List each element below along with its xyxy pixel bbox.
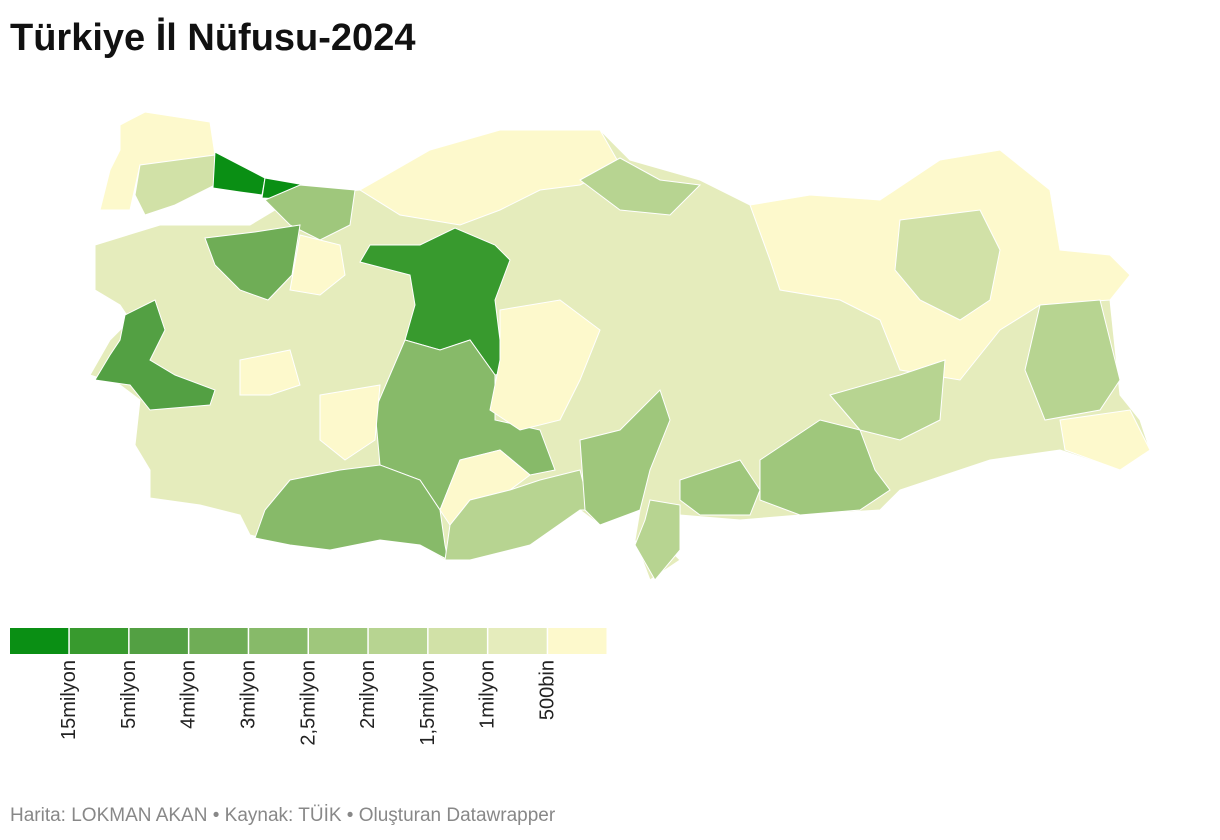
region (1024, 299, 1121, 421)
legend-swatch (548, 628, 607, 654)
legend-swatch (309, 628, 368, 654)
region (579, 389, 671, 526)
region (319, 384, 381, 461)
region (829, 359, 946, 441)
map (89, 111, 1151, 581)
legend: 15milyon 5milyon 4milyon 3milyon 2,5milyon 2m… (10, 628, 607, 746)
region (1059, 409, 1151, 471)
region (134, 154, 216, 216)
legend-swatch (249, 628, 308, 654)
region (94, 299, 216, 411)
legend-swatch (189, 628, 248, 654)
legend-label: 2milyon (357, 660, 379, 729)
region (579, 157, 702, 216)
region (264, 184, 356, 241)
region (759, 419, 891, 516)
legend-swatch (368, 628, 428, 654)
region (289, 234, 346, 296)
region (239, 349, 301, 396)
region (254, 464, 449, 561)
region (359, 129, 621, 226)
region (489, 299, 601, 431)
legend-swatch (69, 628, 129, 654)
legend-swatch (488, 628, 547, 654)
legend-swatch (428, 628, 487, 654)
region (679, 459, 761, 516)
legend-swatch (10, 628, 69, 654)
legend-swatch (129, 628, 188, 654)
footer: Harita: LOKMAN AKAN • Kaynak: TÜİK • Olu… (10, 805, 556, 826)
legend-label: 4milyon (178, 660, 200, 729)
legend-label: 500bin (536, 660, 558, 720)
region (634, 499, 681, 581)
region (212, 151, 266, 196)
region (894, 209, 1001, 321)
legend-label: 5milyon (118, 660, 140, 729)
legend-label: 1,5milyon (417, 660, 439, 746)
legend-label: 1milyon (477, 660, 499, 729)
region (204, 224, 301, 301)
legend-label: 2,5milyon (297, 660, 319, 746)
legend-label: 15milyon (58, 660, 80, 740)
legend-label: 3milyon (237, 660, 259, 729)
title: Türkiye İl Nüfusu-2024 (10, 17, 415, 59)
